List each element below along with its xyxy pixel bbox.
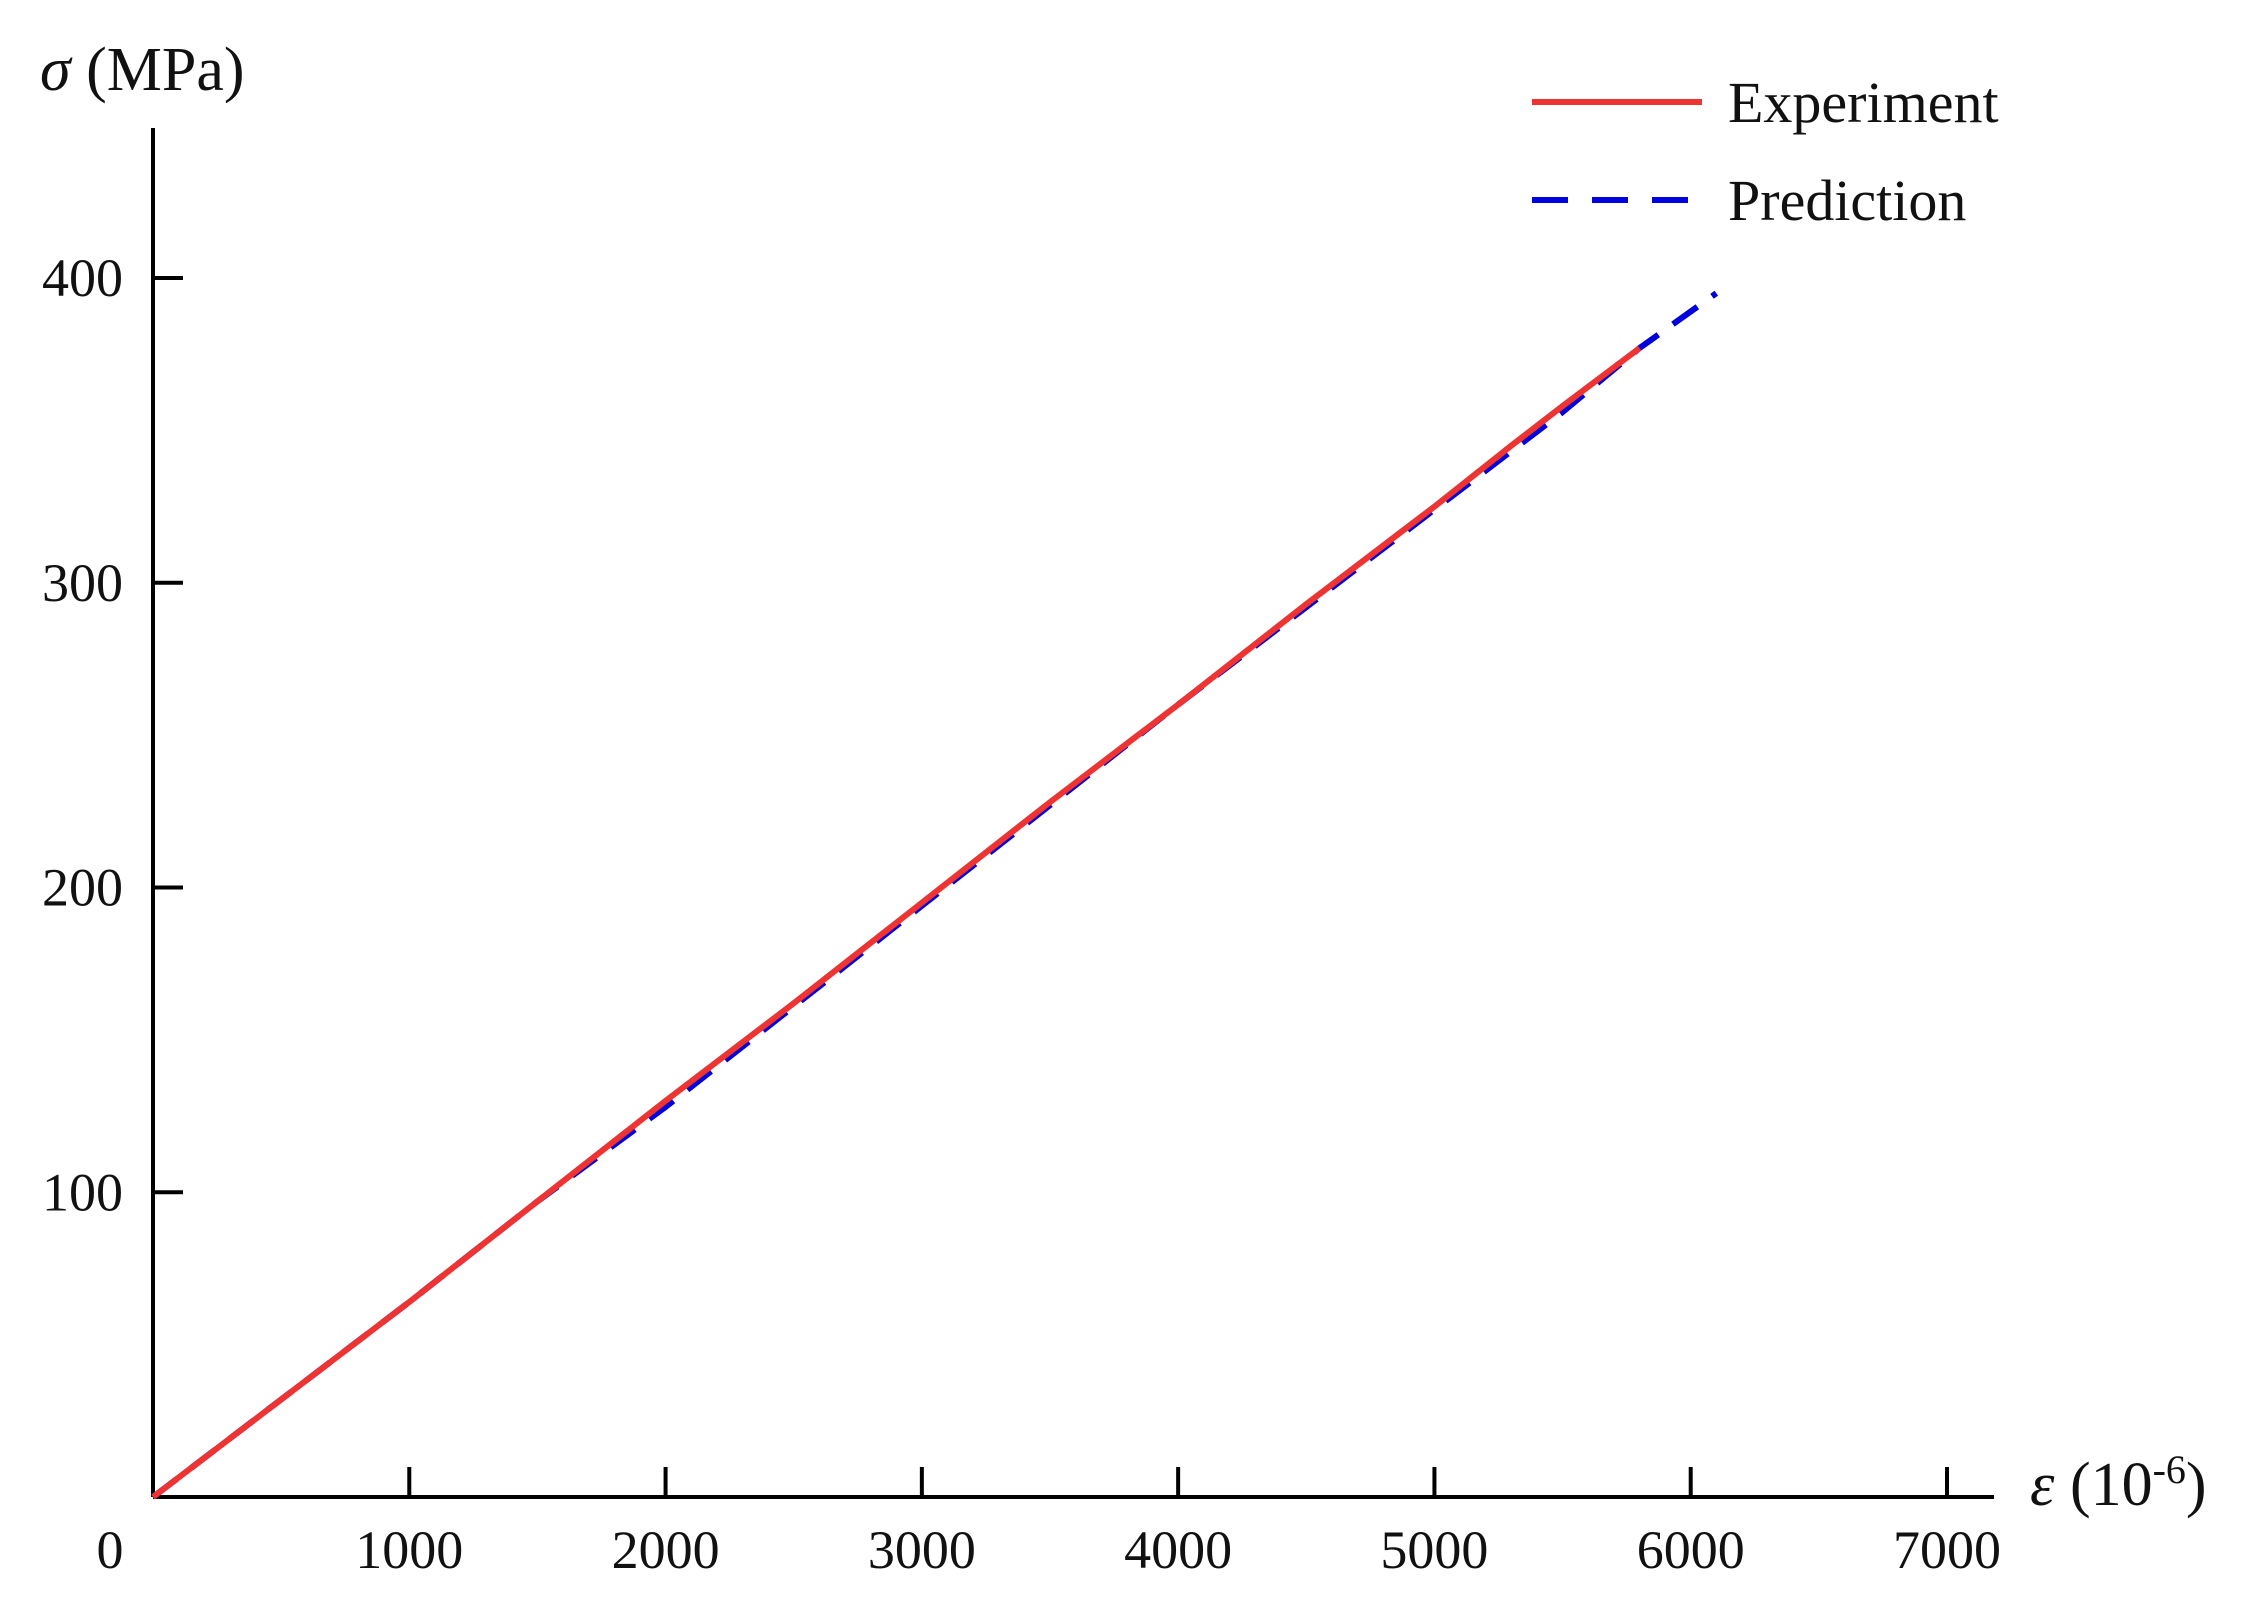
legend-label-experiment: Experiment	[1728, 70, 1999, 135]
y-axis-ticks: 100 200 300 400	[42, 248, 183, 1222]
x-tick-label-6000: 6000	[1637, 1520, 1745, 1580]
x-tick-label-5000: 5000	[1380, 1520, 1488, 1580]
y-tick-label-100: 100	[42, 1162, 123, 1222]
y-axis-symbol: σ	[40, 36, 73, 104]
x-tick-label-7000: 7000	[1893, 1520, 2001, 1580]
y-tick-label-400: 400	[42, 248, 123, 308]
x-tick-label-3000: 3000	[868, 1520, 976, 1580]
legend: Experiment Prediction	[1532, 70, 1999, 233]
x-axis-symbol: ε	[2030, 1451, 2055, 1519]
y-axis-title: σ (MPa)	[40, 36, 245, 104]
y-axis-unit: (MPa)	[71, 36, 245, 104]
x-tick-label-4000: 4000	[1124, 1520, 1232, 1580]
x-axis-unit-prefix: (10	[2054, 1451, 2152, 1519]
x-axis-unit-suffix: )	[2186, 1451, 2207, 1519]
x-axis-unit-sup: -6	[2153, 1447, 2186, 1492]
x-tick-label-2000: 2000	[612, 1520, 720, 1580]
series-line-experiment	[151, 345, 1642, 1500]
x-axis-title: ε (10-6)	[2030, 1447, 2207, 1520]
y-tick-label-300: 300	[42, 553, 123, 613]
x-tick-label-1000: 1000	[355, 1520, 463, 1580]
series-layer	[151, 290, 1719, 1500]
origin-label: 0	[97, 1520, 124, 1580]
x-axis-ticks: 1000 2000 3000 4000 5000 6000 7000	[355, 1467, 2001, 1580]
legend-label-prediction: Prediction	[1728, 168, 1966, 233]
y-tick-label-200: 200	[42, 858, 123, 918]
